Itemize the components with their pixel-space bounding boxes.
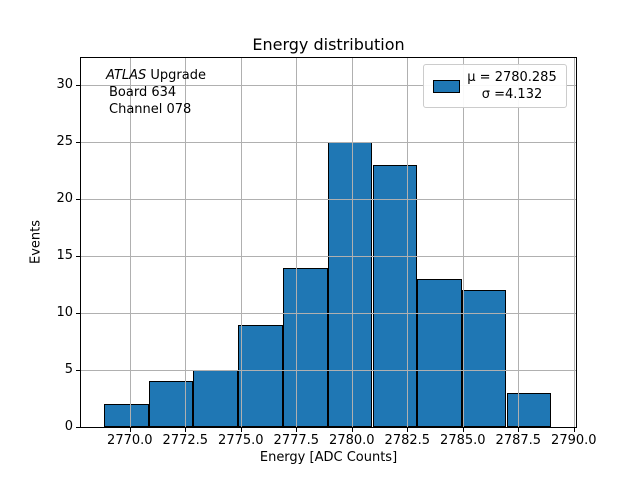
annotation-line-3: Channel 078 <box>109 102 192 117</box>
histogram-bar <box>238 324 283 427</box>
annotation-line-2: Board 634 <box>109 85 177 100</box>
grid-line-horizontal <box>81 85 576 87</box>
y-tick-mark <box>76 199 80 201</box>
grid-line-vertical <box>573 58 575 427</box>
histogram-bar <box>461 290 507 427</box>
annotation-atlas-italic: ATLAS <box>106 68 147 83</box>
y-tick-label: 15 <box>56 248 73 264</box>
histogram-bar <box>283 267 328 427</box>
x-tick-label: 2780.0 <box>329 433 375 448</box>
annotation-text: ATLAS Upgrade Board 634 Channel 078 <box>106 67 206 118</box>
x-tick-mark <box>185 428 187 432</box>
grid-line-vertical <box>462 58 464 427</box>
y-tick-mark <box>76 85 80 87</box>
y-tick-label: 20 <box>56 191 73 207</box>
grid-line-horizontal <box>81 256 576 258</box>
x-tick-mark <box>240 428 242 432</box>
x-tick-mark <box>518 428 520 432</box>
x-tick-label: 2790.0 <box>551 433 597 448</box>
x-tick-label: 2772.5 <box>162 433 209 448</box>
chart-title: Energy distribution <box>252 35 405 54</box>
x-axis-label: Energy [ADC Counts] <box>259 450 398 465</box>
y-tick-mark <box>76 256 80 258</box>
x-tick-mark <box>573 428 575 432</box>
histogram-bar <box>103 404 149 427</box>
histogram-bar <box>372 165 418 427</box>
y-tick-mark <box>76 142 80 144</box>
annotation-line-1: ATLAS Upgrade <box>106 67 206 84</box>
legend-sigma-value: σ =4.132 <box>481 87 543 102</box>
x-tick-label: 2782.5 <box>384 433 431 448</box>
x-tick-mark <box>407 428 409 432</box>
legend-mu-value: μ = 2780.285 <box>467 70 557 85</box>
annotation-upgrade: Upgrade <box>146 68 206 83</box>
grid-line-vertical <box>240 58 242 427</box>
legend-color-swatch <box>433 79 460 93</box>
y-tick-label: 10 <box>56 305 73 321</box>
x-tick-label: 2785.0 <box>440 433 486 448</box>
x-tick-label: 2777.5 <box>273 433 320 448</box>
histogram-bar <box>148 381 194 427</box>
grid-line-horizontal <box>81 313 576 315</box>
x-tick-label: 2770.0 <box>107 433 153 448</box>
x-tick-mark <box>351 428 353 432</box>
y-tick-mark <box>76 313 80 315</box>
grid-line-vertical <box>129 58 131 427</box>
grid-line-vertical <box>518 58 520 427</box>
y-tick-label: 25 <box>56 134 73 150</box>
histogram-bar <box>506 392 552 427</box>
grid-line-vertical <box>296 58 298 427</box>
histogram-bar <box>327 142 373 427</box>
y-tick-label: 30 <box>56 77 73 93</box>
grid-line-horizontal <box>81 370 576 372</box>
plot-area: ATLAS Upgrade Board 634 Channel 078 μ = … <box>80 57 577 428</box>
y-tick-label: 5 <box>64 362 73 378</box>
legend: μ = 2780.285 σ =4.132 <box>423 64 567 108</box>
histogram-bar <box>193 370 239 427</box>
x-tick-mark <box>296 428 298 432</box>
histogram-bar <box>417 278 462 427</box>
grid-line-vertical <box>351 58 353 427</box>
y-tick-label: 0 <box>64 419 73 434</box>
x-tick-mark <box>129 428 131 432</box>
grid-line-vertical <box>185 58 187 427</box>
y-tick-mark <box>76 427 80 428</box>
grid-line-horizontal <box>81 199 576 201</box>
legend-label: μ = 2780.285 σ =4.132 <box>467 69 557 103</box>
grid-line-vertical <box>407 58 409 427</box>
x-tick-label: 2775.0 <box>218 433 264 448</box>
x-tick-mark <box>462 428 464 432</box>
y-tick-mark <box>76 370 80 372</box>
grid-line-horizontal <box>81 142 576 144</box>
x-tick-label: 2787.5 <box>495 433 542 448</box>
